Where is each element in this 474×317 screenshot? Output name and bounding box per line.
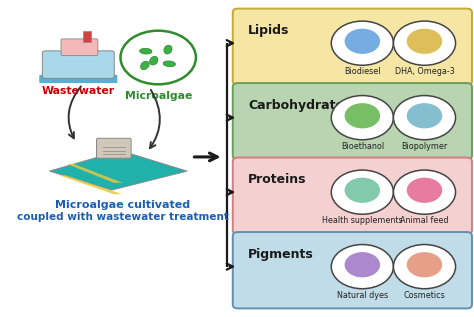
- Circle shape: [331, 170, 393, 214]
- Text: Microalgae: Microalgae: [125, 91, 192, 100]
- FancyBboxPatch shape: [42, 51, 114, 78]
- Circle shape: [407, 103, 442, 128]
- Ellipse shape: [163, 61, 175, 67]
- Text: Biodiesel: Biodiesel: [344, 68, 381, 76]
- Text: Lipids: Lipids: [248, 24, 290, 37]
- Circle shape: [393, 244, 456, 289]
- Circle shape: [345, 178, 380, 203]
- Text: coupled with wastewater treatment: coupled with wastewater treatment: [17, 212, 228, 222]
- Text: Animal feed: Animal feed: [400, 217, 449, 225]
- Circle shape: [407, 252, 442, 277]
- Circle shape: [407, 178, 442, 203]
- Text: Carbohydrates: Carbohydrates: [248, 99, 352, 112]
- FancyBboxPatch shape: [233, 232, 472, 308]
- Ellipse shape: [150, 56, 158, 65]
- Circle shape: [331, 244, 393, 289]
- FancyBboxPatch shape: [61, 39, 98, 55]
- Text: Bioethanol: Bioethanol: [341, 142, 384, 151]
- Text: Natural dyes: Natural dyes: [337, 291, 388, 300]
- Circle shape: [345, 29, 380, 54]
- Circle shape: [407, 29, 442, 54]
- Text: Wastewater: Wastewater: [42, 86, 115, 96]
- Text: Pigments: Pigments: [248, 248, 314, 261]
- Ellipse shape: [139, 48, 152, 54]
- Circle shape: [393, 170, 456, 214]
- FancyBboxPatch shape: [233, 158, 472, 234]
- Text: Cosmetics: Cosmetics: [403, 291, 446, 300]
- Polygon shape: [49, 151, 187, 190]
- Circle shape: [120, 31, 196, 84]
- Text: Biopolymer: Biopolymer: [401, 142, 447, 151]
- Polygon shape: [67, 164, 123, 183]
- Circle shape: [393, 21, 456, 65]
- Bar: [83, 31, 91, 42]
- Circle shape: [345, 252, 380, 277]
- Circle shape: [331, 21, 393, 65]
- Polygon shape: [59, 175, 123, 194]
- Ellipse shape: [141, 61, 149, 70]
- Text: Health supplements: Health supplements: [322, 217, 403, 225]
- Circle shape: [393, 95, 456, 140]
- FancyBboxPatch shape: [233, 9, 472, 85]
- Circle shape: [331, 95, 393, 140]
- Text: DHA, Omega-3: DHA, Omega-3: [395, 68, 455, 76]
- Circle shape: [345, 103, 380, 128]
- Ellipse shape: [164, 45, 172, 54]
- Text: Microalgae cultivated: Microalgae cultivated: [55, 199, 190, 210]
- FancyBboxPatch shape: [97, 138, 131, 158]
- Text: Proteins: Proteins: [248, 173, 307, 186]
- FancyBboxPatch shape: [233, 83, 472, 159]
- FancyBboxPatch shape: [39, 75, 118, 83]
